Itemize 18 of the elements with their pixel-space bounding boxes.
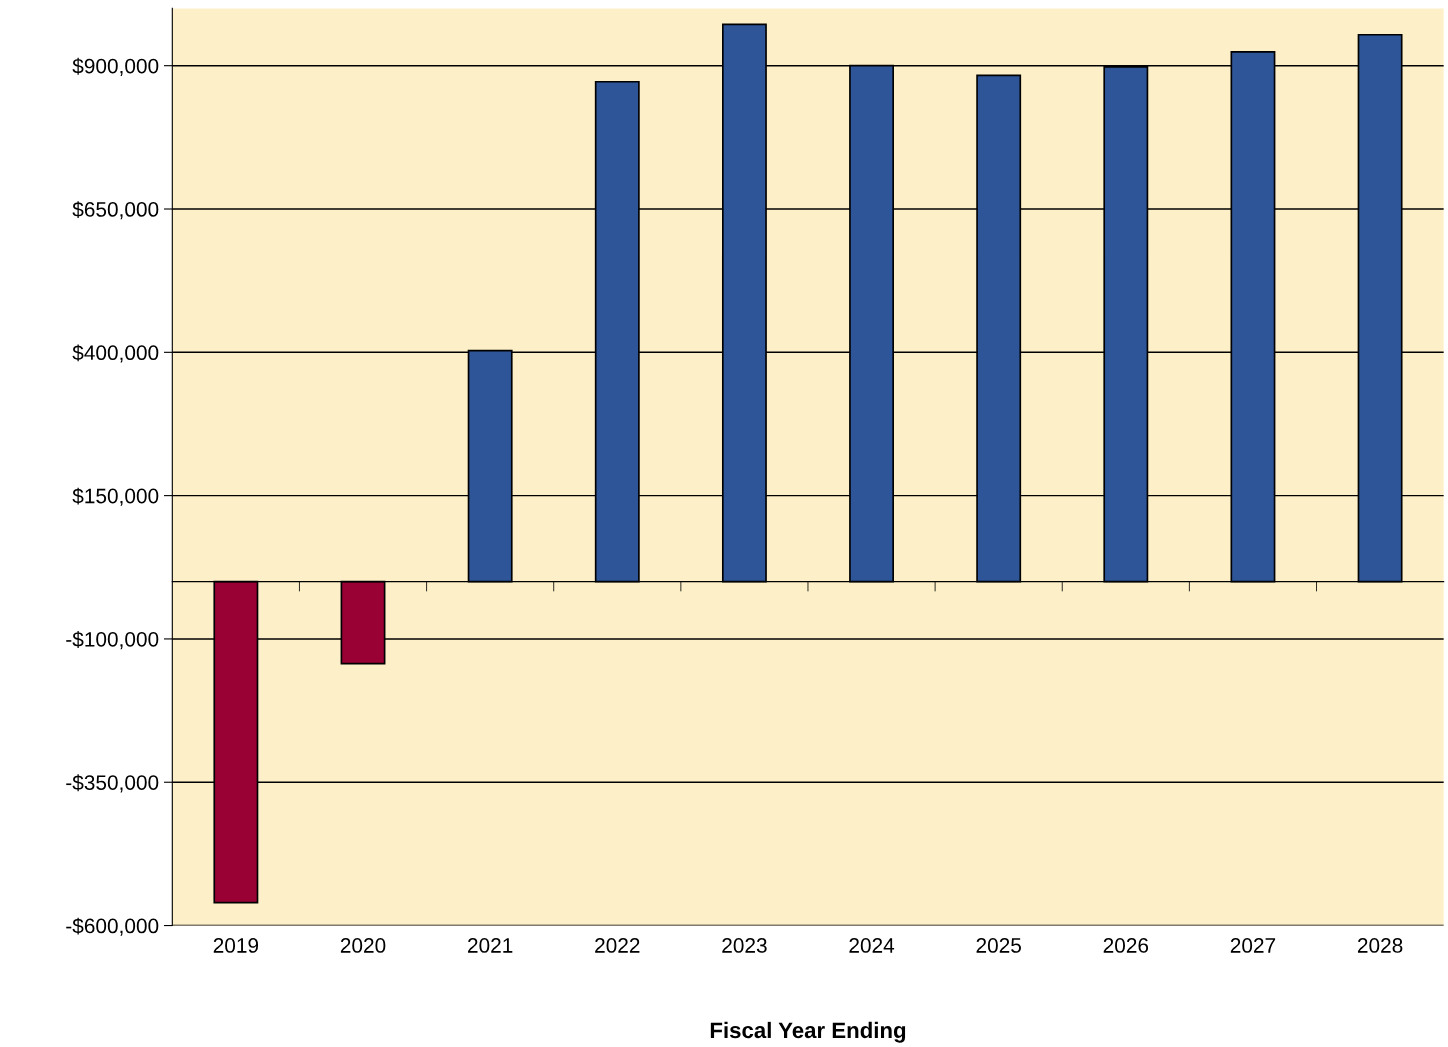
x-tick-label: 2021 xyxy=(468,938,513,953)
x-tick-label: 2025 xyxy=(976,938,1021,953)
x-axis-title: Fiscal Year Ending xyxy=(710,1021,906,1043)
x-tick-label: 2019 xyxy=(213,938,259,953)
y-tick-label: $150,000 xyxy=(72,487,159,506)
x-tick-label: 2028 xyxy=(1357,938,1403,953)
y-tick-label: -$350,000 xyxy=(66,774,159,793)
y-tick-label: -$100,000 xyxy=(66,631,159,650)
y-tick-label: $900,000 xyxy=(72,57,159,76)
x-tick-label: 2026 xyxy=(1103,938,1149,953)
x-tick-label: 2020 xyxy=(340,938,386,953)
x-tick-label: 2023 xyxy=(722,938,767,953)
y-tick-label: $650,000 xyxy=(72,201,159,220)
x-tick-label: 2027 xyxy=(1230,938,1276,953)
x-tick-label: 2022 xyxy=(595,938,640,953)
y-tick-label: -$600,000 xyxy=(66,917,159,936)
y-tick-label: $400,000 xyxy=(72,344,159,363)
x-tick-label: 2024 xyxy=(849,938,895,953)
